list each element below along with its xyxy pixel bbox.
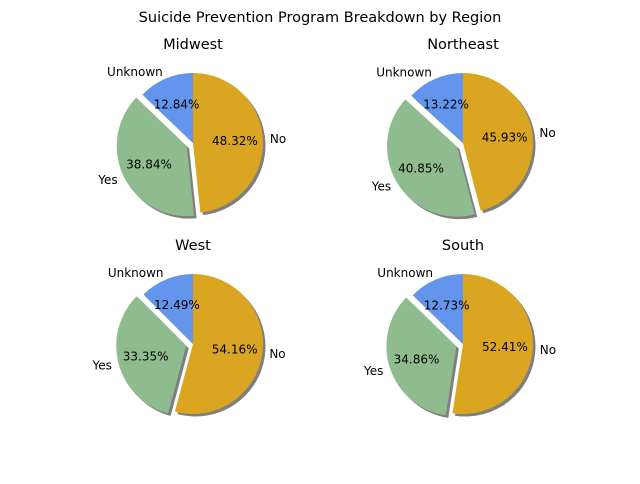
pie-wedges bbox=[387, 73, 533, 217]
pie-value-label-no: 52.41% bbox=[482, 340, 528, 354]
pie-value-label-no: 54.16% bbox=[212, 342, 258, 356]
pie-value-label-unknown: 12.49% bbox=[154, 298, 200, 312]
pie-label-yes: Yes bbox=[91, 359, 111, 373]
pie-wedge-no bbox=[193, 73, 264, 213]
pie-label-no: No bbox=[540, 343, 556, 357]
pie-label-no: No bbox=[539, 126, 555, 140]
figure-title: Suicide Prevention Program Breakdown by … bbox=[139, 10, 502, 26]
pie-title: Northeast bbox=[427, 37, 499, 53]
pie-value-label-unknown: 12.84% bbox=[154, 97, 200, 111]
pie-title: West bbox=[175, 238, 211, 254]
pie-wedge-yes bbox=[116, 296, 187, 414]
pie-wedge-no bbox=[174, 274, 263, 414]
pie-value-label-yes: 40.85% bbox=[398, 161, 444, 175]
pie-label-unknown: Unknown bbox=[107, 65, 163, 79]
pie-panel-south: South Unknown 12.73% Yes 34.86% No 52.41% bbox=[363, 238, 556, 418]
pie-label-yes: Yes bbox=[363, 364, 383, 378]
pie-wedge-yes bbox=[116, 97, 195, 217]
pie-value-label-no: 48.32% bbox=[212, 134, 258, 148]
pie-label-yes: Yes bbox=[97, 173, 117, 187]
pie-label-no: No bbox=[270, 132, 286, 146]
pie-value-label-unknown: 13.22% bbox=[423, 98, 469, 112]
pie-value-label-unknown: 12.73% bbox=[424, 298, 470, 312]
pie-wedge-unknown bbox=[143, 274, 193, 344]
pie-label-yes: Yes bbox=[371, 179, 391, 193]
pie-label-unknown: Unknown bbox=[377, 266, 433, 280]
pie-wedge-yes bbox=[386, 297, 457, 416]
pie-wedges bbox=[116, 274, 263, 414]
pie-title: South bbox=[442, 238, 484, 254]
pie-panel-west: West Unknown 12.49% Yes 33.35% No 54.16% bbox=[91, 238, 286, 417]
pie-value-label-yes: 33.35% bbox=[123, 350, 169, 364]
pie-value-label-yes: 38.84% bbox=[126, 158, 172, 172]
pie-wedges bbox=[116, 73, 264, 217]
pie-panel-northeast: Northeast Unknown 13.22% Yes 40.85% No 45.93% bbox=[371, 37, 556, 220]
pie-value-label-no: 45.93% bbox=[482, 131, 528, 145]
pie-wedges bbox=[386, 274, 533, 416]
pie-label-unknown: Unknown bbox=[376, 66, 432, 80]
pie-wedge-unknown bbox=[142, 73, 193, 143]
pie-wedge-no bbox=[452, 274, 533, 414]
pie-wedge-no bbox=[463, 73, 533, 211]
pie-title: Midwest bbox=[163, 37, 223, 53]
pie-value-label-yes: 34.86% bbox=[394, 353, 440, 367]
pie-label-unknown: Unknown bbox=[108, 266, 164, 280]
pie-label-no: No bbox=[269, 347, 285, 361]
pie-wedge-unknown bbox=[411, 73, 463, 143]
pie-wedge-unknown bbox=[412, 274, 463, 344]
pie-wedge-yes bbox=[387, 99, 475, 217]
